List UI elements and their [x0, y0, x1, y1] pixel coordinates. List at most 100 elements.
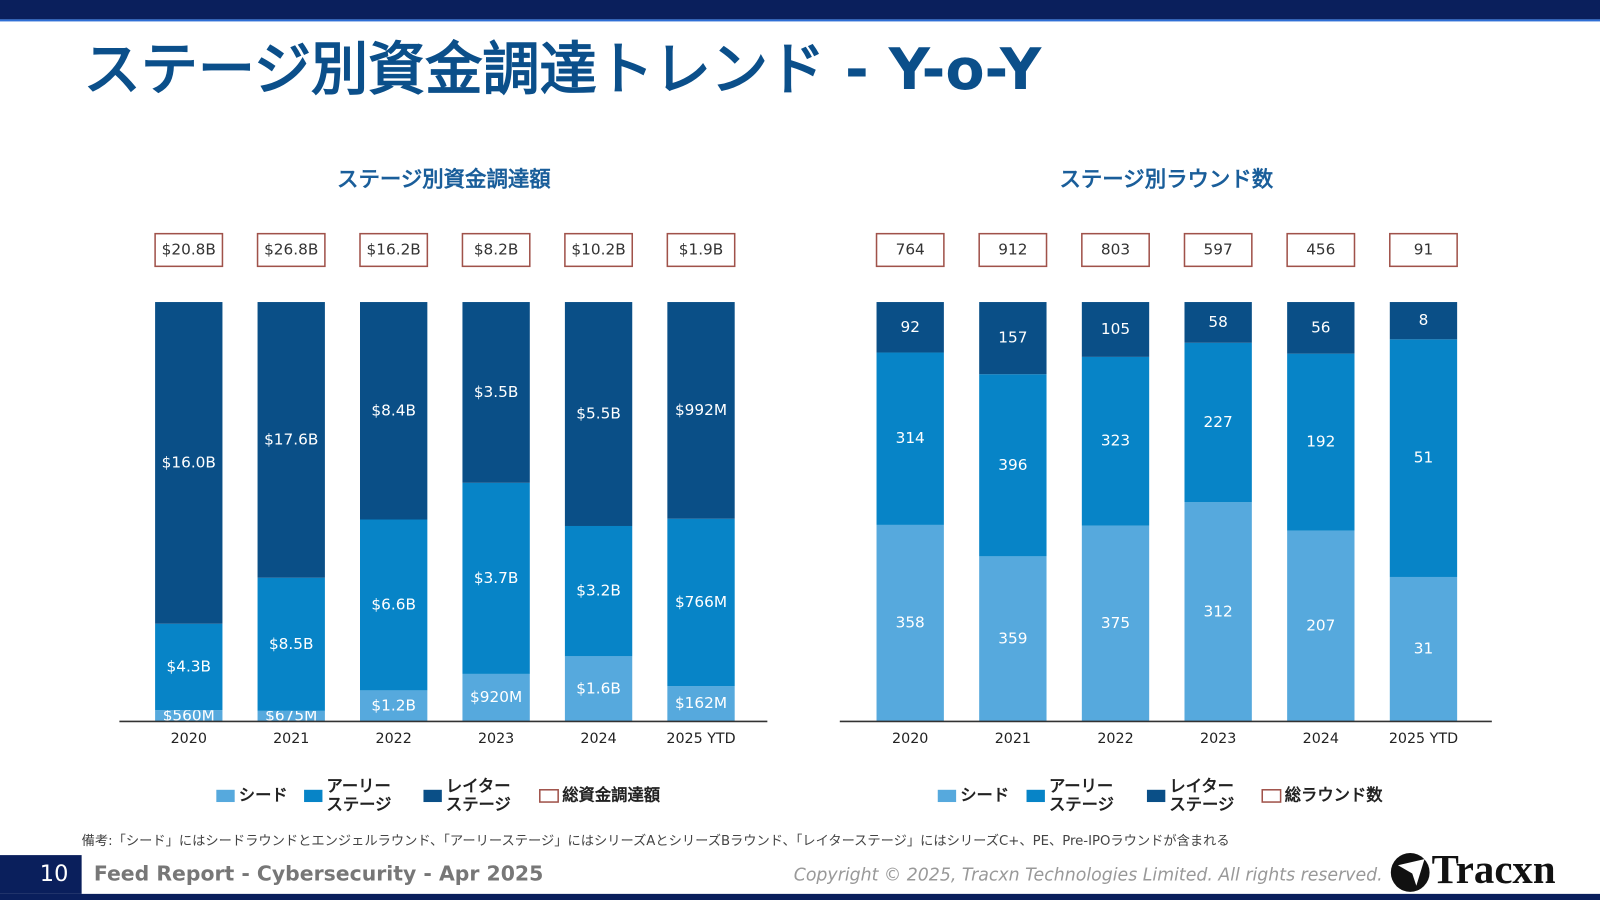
data-label: $16.0B — [162, 453, 216, 471]
data-label: $8.5B — [269, 635, 314, 653]
bar-segment — [667, 518, 735, 687]
data-label: 157 — [998, 329, 1027, 347]
data-label: 375 — [1101, 614, 1130, 632]
total-label: 456 — [1306, 241, 1335, 259]
x-tick-label: 2021 — [273, 731, 309, 747]
x-tick-label: 2022 — [1097, 731, 1133, 747]
bar-segment — [979, 302, 1047, 375]
x-tick-label: 2023 — [1200, 731, 1236, 747]
x-tick-label: 2020 — [892, 731, 928, 747]
bar-segment — [360, 302, 428, 520]
bar-segment — [257, 577, 325, 711]
total-label: 912 — [998, 241, 1027, 259]
bar-segment — [155, 623, 223, 711]
total-label: $1.9B — [679, 241, 724, 259]
x-tick-label: 2020 — [171, 731, 207, 747]
data-label: 56 — [1311, 318, 1330, 336]
total-label: $8.2B — [474, 241, 519, 259]
bar-segment — [360, 690, 428, 722]
data-label: $766M — [675, 593, 727, 611]
bar-segment — [1081, 302, 1150, 357]
data-label: 312 — [1204, 602, 1233, 620]
legend-label: レイターステージ — [446, 776, 511, 813]
data-label: $162M — [675, 694, 727, 712]
bar-segment — [257, 302, 325, 578]
total-label: $16.2B — [367, 241, 421, 259]
chart-title: ステージ別ラウンド数 — [1060, 168, 1274, 193]
legend-label: シード — [239, 785, 288, 804]
bar-segment — [462, 482, 530, 674]
data-label: 51 — [1414, 449, 1433, 467]
note: 備考:「シード」にはシードラウンドとエンジェルラウンド、「アーリーステージ」には… — [82, 833, 1230, 849]
total-label: 91 — [1414, 241, 1433, 259]
bar-segment — [876, 352, 944, 525]
total-label: 803 — [1101, 241, 1130, 259]
data-label: 31 — [1414, 640, 1433, 658]
legend-swatch — [304, 789, 323, 803]
total-label: 764 — [896, 241, 925, 259]
x-tick-label: 2022 — [376, 731, 412, 747]
slide-title: ステージ別資金調達トレンド - Y-o-Y — [84, 37, 1042, 103]
bar-segment — [876, 302, 944, 353]
bar-segment — [1389, 339, 1458, 577]
bottom-bar — [0, 893, 1600, 900]
bar-segment — [360, 519, 428, 691]
data-label: $1.2B — [371, 696, 416, 714]
data-label: 314 — [896, 429, 925, 447]
bar-segment — [564, 525, 633, 657]
data-label: $8.4B — [371, 401, 416, 419]
bar-segment — [1287, 353, 1355, 531]
bar-segment — [1184, 342, 1252, 503]
total-label: $20.8B — [162, 241, 216, 259]
data-label: 58 — [1208, 313, 1227, 331]
data-label: 359 — [998, 629, 1027, 647]
data-label: 92 — [900, 318, 919, 336]
legend-swatch — [423, 789, 442, 803]
legend-swatch — [1261, 789, 1282, 803]
total-box — [1286, 232, 1356, 268]
data-label: $1.6B — [576, 679, 621, 697]
legend-swatch — [1146, 789, 1166, 803]
data-label: 8 — [1419, 311, 1429, 329]
legend-label: アーリーステージ — [327, 776, 392, 813]
bar-segment — [1389, 576, 1458, 722]
x-tick-label: 2024 — [1303, 731, 1339, 747]
data-label: 323 — [1101, 432, 1130, 450]
page-number-box — [0, 855, 82, 894]
data-label: $6.6B — [371, 595, 416, 613]
total-box — [564, 232, 634, 268]
bar-segment — [462, 302, 530, 483]
bar-segment — [979, 556, 1047, 722]
data-label: 192 — [1306, 433, 1335, 451]
report-name: Feed Report - Cybersecurity - Apr 2025 — [94, 861, 543, 885]
legend-label: 総ラウンド数 — [1285, 785, 1384, 804]
legend-swatch — [937, 789, 957, 803]
total-box — [256, 232, 326, 268]
top-bar — [0, 0, 1600, 20]
legend-swatch — [539, 789, 559, 803]
data-label: $3.7B — [474, 569, 519, 587]
data-label: $17.6B — [264, 430, 318, 448]
data-label: $5.5B — [576, 405, 621, 423]
data-label: 207 — [1306, 617, 1335, 635]
data-label: $675M — [265, 707, 317, 725]
bar-segment — [155, 302, 223, 624]
bar-segment — [1184, 502, 1252, 722]
page-number: 10 — [40, 861, 69, 887]
legend-label: アーリーステージ — [1049, 776, 1114, 813]
bar-segment — [564, 302, 633, 526]
bar-segment — [257, 710, 325, 722]
bar-segment — [1184, 302, 1252, 343]
total-box — [461, 232, 531, 268]
bar-segment — [1287, 530, 1355, 722]
data-label: $4.3B — [166, 657, 211, 675]
total-box — [1389, 232, 1458, 268]
data-label: $560M — [163, 706, 215, 724]
bar-segment — [667, 302, 735, 519]
total-box — [875, 232, 945, 268]
total-box — [978, 232, 1048, 268]
legend-label: シード — [960, 785, 1009, 804]
logo-icon-mark — [1397, 859, 1425, 886]
